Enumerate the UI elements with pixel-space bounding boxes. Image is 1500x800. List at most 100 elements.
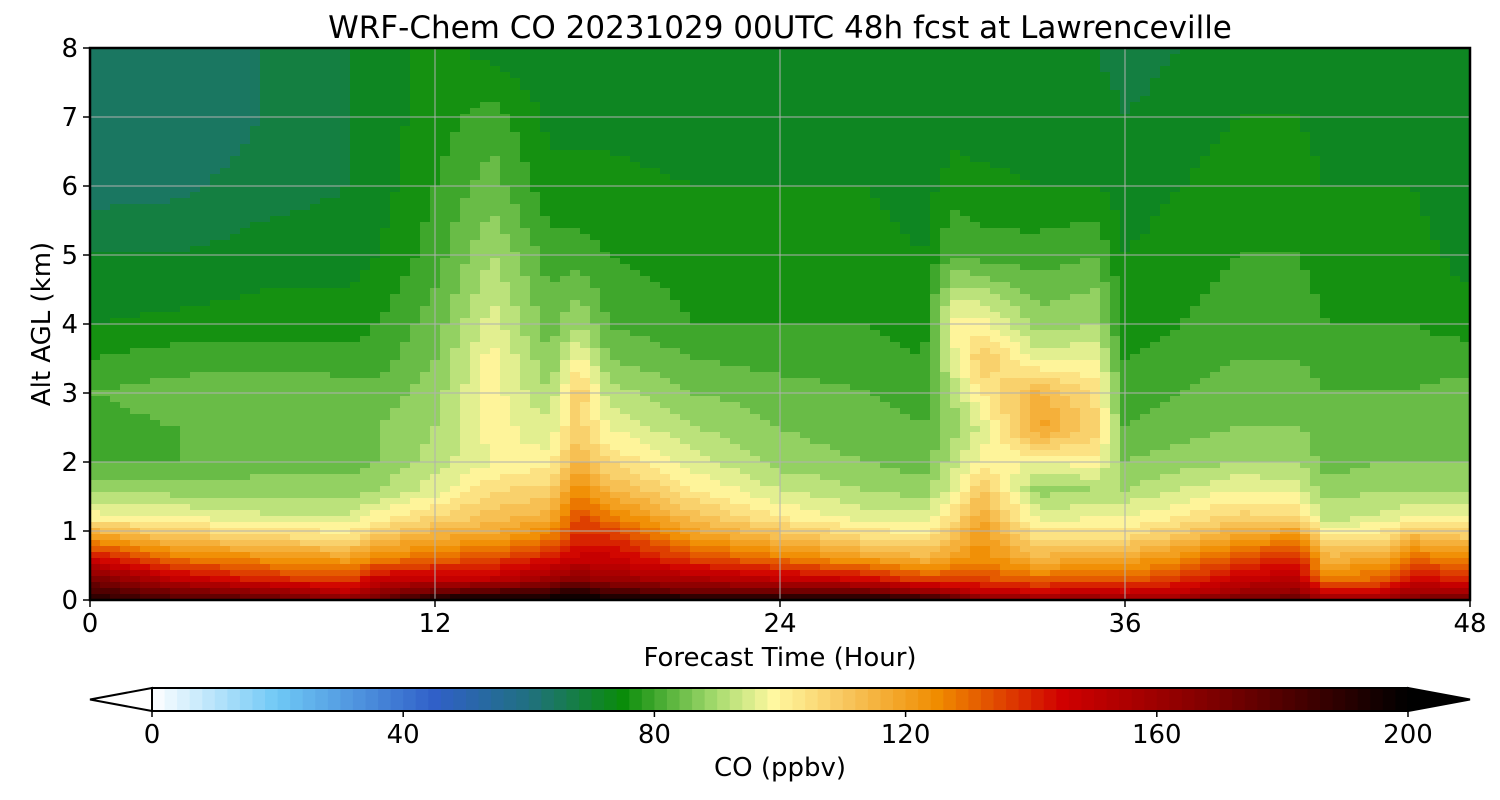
co-cell (330, 204, 341, 211)
co-cell (1010, 60, 1021, 67)
co-cell (130, 126, 141, 133)
co-cell (1390, 240, 1401, 247)
co-cell (1300, 180, 1311, 187)
co-cell (270, 180, 281, 187)
co-cell (230, 258, 241, 265)
co-cell (660, 48, 671, 55)
co-cell (1260, 54, 1271, 61)
co-cell (450, 162, 461, 169)
co-cell (660, 216, 671, 223)
co-cell (1200, 90, 1211, 97)
co-cell (650, 162, 661, 169)
co-cell (680, 102, 691, 109)
co-cell (930, 126, 941, 133)
co-cell (110, 258, 121, 265)
co-cell (670, 138, 681, 145)
co-cell (1150, 72, 1161, 79)
co-cell (1450, 60, 1461, 67)
co-cell (1080, 78, 1091, 85)
co-cell (750, 258, 761, 265)
co-cell (1000, 156, 1011, 163)
co-cell (1050, 246, 1061, 253)
co-cell (1170, 90, 1181, 97)
co-cell (380, 180, 391, 187)
co-cell (150, 72, 161, 79)
co-cell (180, 126, 191, 133)
co-cell (660, 78, 671, 85)
co-cell (890, 240, 901, 247)
co-cell (1200, 162, 1211, 169)
co-cell (530, 222, 541, 229)
co-cell (280, 204, 291, 211)
co-cell (1400, 120, 1411, 127)
co-cell (290, 246, 301, 253)
co-cell (470, 258, 481, 265)
co-cell (1430, 198, 1441, 205)
co-cell (1150, 156, 1161, 163)
co-cell (510, 120, 521, 127)
co-cell (1270, 156, 1281, 163)
co-cell (1040, 84, 1051, 91)
co-cell (460, 216, 471, 223)
co-cell (660, 108, 671, 115)
co-cell (140, 180, 151, 187)
co-cell (760, 180, 771, 187)
co-cell (640, 162, 651, 169)
co-cell (100, 240, 111, 247)
co-cell (740, 186, 751, 193)
co-cell (1210, 102, 1221, 109)
co-cell (1140, 108, 1151, 115)
co-cell (890, 210, 901, 217)
co-cell (1200, 54, 1211, 61)
co-cell (350, 144, 361, 151)
co-cell (150, 246, 161, 253)
co-cell (620, 54, 631, 61)
co-cell (440, 54, 451, 61)
co-cell (180, 168, 191, 175)
co-field (90, 48, 1471, 601)
co-cell (1090, 198, 1101, 205)
co-cell (610, 96, 621, 103)
co-cell (1110, 96, 1121, 103)
co-cell (1250, 126, 1261, 133)
co-cell (1020, 240, 1031, 247)
co-cell (720, 126, 731, 133)
co-cell (1330, 150, 1341, 157)
co-cell (1230, 84, 1241, 91)
co-cell (1100, 228, 1111, 235)
co-cell (1220, 162, 1231, 169)
co-cell (1020, 78, 1031, 85)
co-cell (370, 162, 381, 169)
co-cell (480, 66, 491, 73)
co-cell (280, 48, 291, 55)
co-cell (450, 66, 461, 73)
co-cell (1090, 246, 1101, 253)
co-cell (1000, 162, 1011, 169)
co-cell (580, 180, 591, 187)
co-cell (270, 60, 281, 67)
co-cell (300, 48, 311, 55)
co-cell (1190, 150, 1201, 157)
co-cell (990, 180, 1001, 187)
co-cell (1080, 222, 1091, 229)
co-cell (680, 84, 691, 91)
co-cell (1080, 180, 1091, 187)
co-cell (790, 192, 801, 199)
co-cell (830, 240, 841, 247)
co-cell (360, 246, 371, 253)
co-cell (290, 222, 301, 229)
co-cell (200, 72, 211, 79)
co-cell (1370, 102, 1381, 109)
co-cell (970, 66, 981, 73)
co-cell (290, 240, 301, 247)
co-cell (320, 198, 331, 205)
co-cell (360, 132, 371, 139)
co-cell (740, 216, 751, 223)
co-cell (1140, 84, 1151, 91)
co-cell (1300, 72, 1311, 79)
co-cell (380, 210, 391, 217)
co-cell (370, 60, 381, 67)
co-cell (1110, 102, 1121, 109)
co-cell (1460, 144, 1471, 151)
co-cell (1110, 246, 1121, 253)
